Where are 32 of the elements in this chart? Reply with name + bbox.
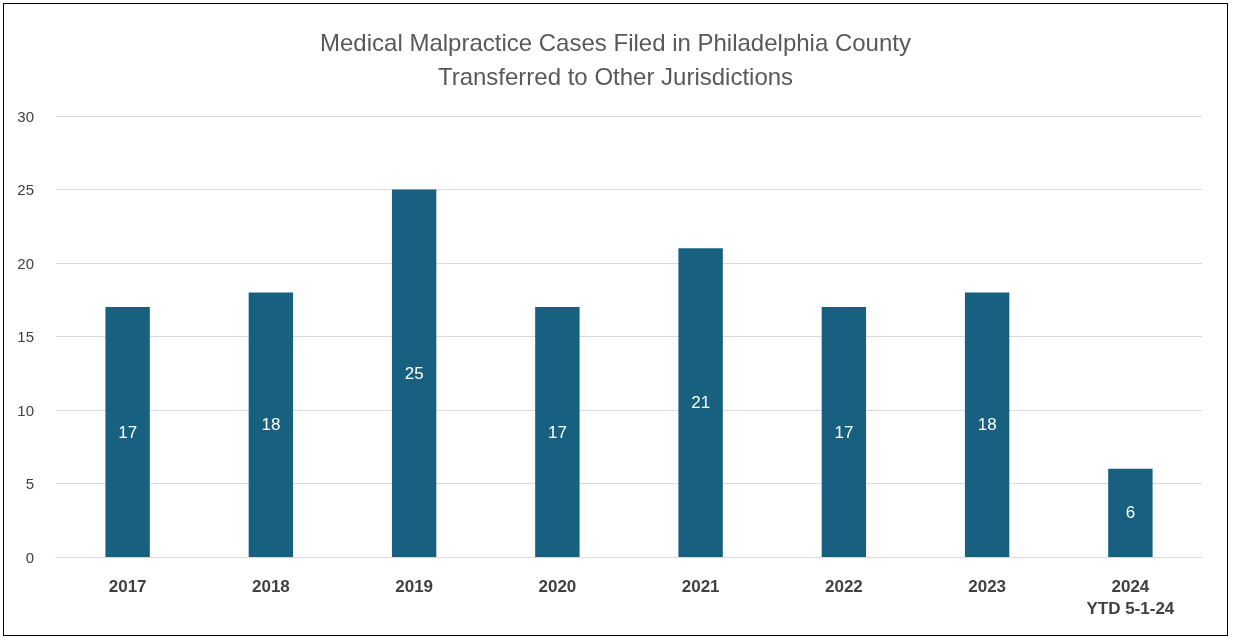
data-label: 25 <box>404 363 424 383</box>
data-label: 6 <box>1125 503 1136 523</box>
y-tick-label: 0 <box>25 548 34 566</box>
x-tick-label: 2017 <box>108 576 147 596</box>
y-tick-label: 5 <box>25 475 34 492</box>
bar <box>248 292 294 557</box>
bar <box>964 292 1010 557</box>
y-tick-label: 15 <box>17 328 34 345</box>
chart-title: Medical Malpractice Cases Filed in Philadelphia County Transferred to Other Jurisdictions <box>320 28 911 90</box>
y-tick-label: 25 <box>17 181 34 198</box>
bar <box>535 307 580 557</box>
data-label: 18 <box>261 415 281 435</box>
x-tick-label: 2020 <box>538 576 577 596</box>
data-label: 18 <box>977 415 997 435</box>
data-label: 17 <box>118 422 138 442</box>
y-tick-label: 20 <box>17 254 34 272</box>
bar <box>678 248 723 557</box>
bar <box>391 189 437 557</box>
data-label: 21 <box>691 393 711 413</box>
x-tick-label: 2021 <box>681 576 720 596</box>
bar <box>821 307 867 557</box>
x-tick-label: 2019 <box>395 576 434 596</box>
data-label: 17 <box>547 422 567 442</box>
bar <box>105 307 150 557</box>
x-tick-label: 2024 YTD 5-1-24 <box>1086 576 1175 618</box>
x-tick-label: 2022 <box>824 576 863 596</box>
x-tick-label: 2018 <box>251 576 290 596</box>
y-tick-label: 10 <box>17 401 34 419</box>
y-tick-label: 30 <box>17 107 34 125</box>
data-label: 17 <box>834 422 854 442</box>
bar <box>1108 468 1153 557</box>
x-tick-label: 2023 <box>968 576 1007 596</box>
